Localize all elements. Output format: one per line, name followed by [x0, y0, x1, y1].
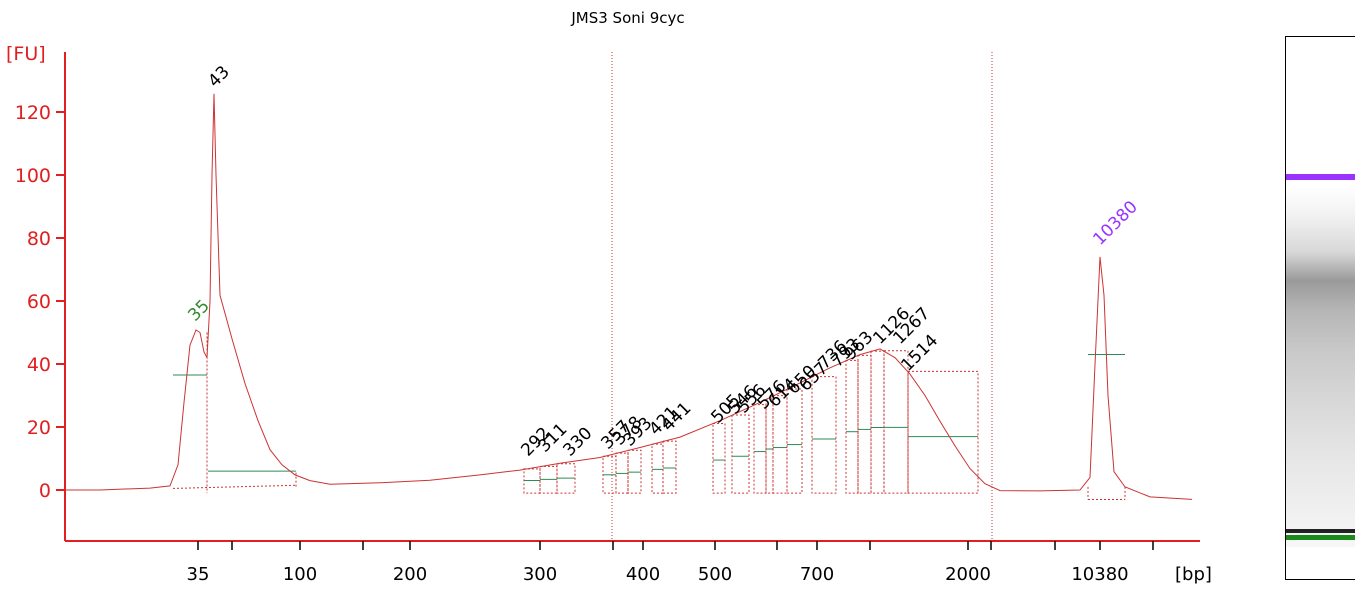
marker-lines — [611, 52, 993, 541]
x-tick-label: 35 — [187, 564, 210, 585]
peak-label: 43 — [204, 62, 233, 91]
x-tick-label: 500 — [698, 564, 732, 585]
peak-region-box — [765, 398, 774, 494]
y-tick-label: 40 — [27, 354, 51, 376]
peak-region-box — [731, 414, 750, 494]
peak-region-box — [712, 422, 726, 494]
x-tick-label: 200 — [393, 564, 427, 585]
chart-title: JMS3 Soni 9cyc — [570, 9, 684, 27]
peak-baseline — [172, 484, 297, 489]
y-tick-label: 60 — [27, 291, 51, 313]
peak-region-box — [870, 350, 885, 494]
peak-region-box — [772, 395, 788, 494]
peak-label: 10380 — [1089, 197, 1141, 249]
gel-lane — [1285, 36, 1355, 580]
y-axis-unit: [FU] — [6, 43, 46, 65]
peak-region-box — [857, 354, 872, 494]
peak-region-box — [883, 350, 909, 494]
x-axis-unit: [bp] — [1175, 564, 1212, 585]
trace-line — [65, 93, 1193, 500]
peak-region-box — [662, 440, 677, 494]
x-tick-label: 400 — [626, 564, 660, 585]
peak-regions — [172, 332, 1126, 500]
lower-dark-band — [1286, 529, 1355, 533]
peak-region-box — [811, 376, 837, 494]
x-tick-label: 2000 — [945, 564, 991, 585]
peak-region-box — [753, 404, 767, 494]
peak-region-box — [523, 468, 541, 494]
y-tick-label: 20 — [27, 417, 51, 439]
x-tick-label: 700 — [800, 564, 834, 585]
y-tick-label: 80 — [27, 228, 51, 250]
axes: 0 20 40 60 80 100 120 35 100 200 300 400 500 700 2000 1… — [15, 52, 1200, 585]
x-tick-label: 100 — [283, 564, 317, 585]
peak-region-box — [651, 443, 664, 494]
smear-band — [1286, 187, 1355, 547]
upper-marker-band — [1286, 174, 1355, 180]
x-tick-label: 10380 — [1071, 564, 1128, 585]
electropherogram-chart: JMS3 Soni 9cyc [FU] [bp] 0 20 40 60 80 100 120… — [6, 9, 1212, 585]
y-tick-label: 100 — [15, 165, 51, 187]
peak-region-box — [539, 465, 558, 494]
y-tick-label: 120 — [15, 102, 51, 124]
y-tick-label: 0 — [39, 480, 51, 502]
peak-region-box — [845, 359, 859, 494]
peak-region-box — [907, 370, 979, 494]
x-tick-label: 300 — [523, 564, 557, 585]
peak-region-box — [786, 388, 803, 494]
lower-marker-band — [1286, 535, 1355, 540]
